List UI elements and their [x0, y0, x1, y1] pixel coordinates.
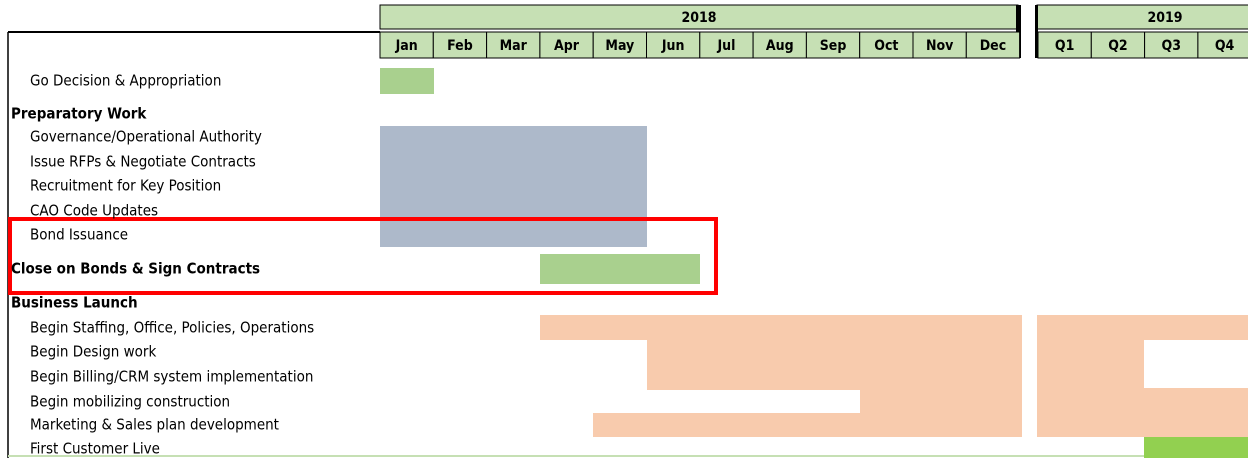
year-cell: [379, 4, 1019, 30]
task-label: Begin Billing/CRM system implementation: [30, 368, 313, 386]
quarter-cell: [1197, 31, 1248, 59]
task-label: CAO Code Updates: [30, 202, 158, 220]
month-label: Dec: [980, 38, 1006, 54]
month-label: Nov: [926, 38, 954, 54]
month-label: Jan: [395, 38, 418, 54]
section-label: Close on Bonds & Sign Contracts: [11, 260, 260, 278]
quarter-cell: [1090, 31, 1146, 59]
month-cell: [859, 31, 914, 59]
year-label: 2018: [681, 10, 716, 26]
task-bar: [380, 68, 434, 94]
task-label: Governance/Operational Authority: [30, 128, 262, 146]
task-bar: [540, 315, 1022, 437]
task-label: Bond Issuance: [30, 226, 128, 244]
month-label: Sep: [820, 38, 847, 54]
task-label: Issue RFPs & Negotiate Contracts: [30, 153, 256, 171]
month-label: Jun: [661, 38, 685, 54]
task-label: First Customer Live: [30, 440, 160, 458]
task-label: Recruitment for Key Position: [30, 177, 221, 195]
month-cell: [539, 31, 594, 59]
quarter-label: Q2: [1108, 38, 1127, 54]
month-label: Feb: [447, 38, 473, 54]
task-bar: [1037, 315, 1248, 437]
task-label: Begin mobilizing construction: [30, 393, 230, 411]
task-label: Marketing & Sales plan development: [30, 416, 279, 434]
year-cell: [1036, 4, 1248, 30]
section-label: Preparatory Work: [11, 105, 147, 123]
month-cell: [965, 31, 1021, 59]
section-label: Business Launch: [11, 294, 138, 312]
quarter-cell: [1144, 31, 1199, 59]
month-label: Aug: [766, 38, 794, 54]
quarter-label: Q1: [1055, 38, 1074, 54]
task-bar: [1144, 437, 1248, 458]
month-cell: [646, 31, 701, 59]
task-label: Begin Staffing, Office, Policies, Operat…: [30, 319, 314, 337]
task-bar: [380, 126, 647, 247]
year-label: 2019: [1147, 10, 1182, 26]
month-label: May: [605, 38, 634, 54]
task-label: Go Decision & Appropriation: [30, 72, 221, 90]
quarter-label: Q3: [1162, 38, 1181, 54]
month-label: Oct: [874, 38, 898, 54]
month-label: Apr: [554, 38, 580, 54]
month-cell: [432, 31, 488, 59]
month-label: Jul: [716, 38, 735, 54]
divider: [1035, 5, 1038, 58]
month-label: Mar: [500, 38, 528, 54]
task-label: Begin Design work: [30, 343, 156, 361]
highlight-box: [8, 217, 718, 295]
quarter-label: Q4: [1215, 38, 1235, 54]
month-cell: [752, 31, 807, 59]
task-bar: [540, 254, 700, 284]
